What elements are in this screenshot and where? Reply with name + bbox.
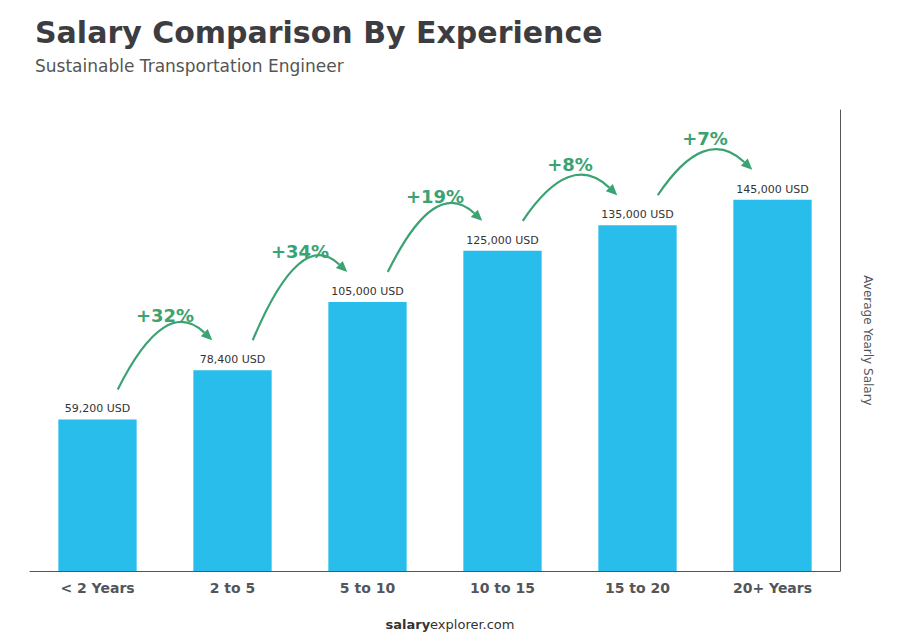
svg-text:Salary Comparison By Experienc: Salary Comparison By Experience [35, 15, 603, 50]
svg-text:145,000 USD: 145,000 USD [736, 183, 809, 196]
svg-text:+7%: +7% [682, 128, 728, 149]
svg-text:105,000 USD: 105,000 USD [331, 285, 404, 298]
svg-text:Sustainable Transportation Eng: Sustainable Transportation Engineer [35, 56, 344, 76]
svg-text:5 to 10: 5 to 10 [340, 580, 396, 596]
svg-text:+34%: +34% [271, 241, 329, 262]
svg-text:125,000 USD: 125,000 USD [466, 234, 539, 247]
svg-text:Average Yearly Salary: Average Yearly Salary [861, 275, 875, 405]
svg-text:78,400 USD: 78,400 USD [200, 353, 266, 366]
svg-text:+32%: +32% [136, 305, 194, 326]
svg-text:salary: salary [385, 617, 430, 632]
svg-text:explorer.com: explorer.com [430, 617, 514, 632]
svg-text:15 to 20: 15 to 20 [605, 580, 670, 596]
svg-text:10 to 15: 10 to 15 [470, 580, 535, 596]
svg-text:135,000 USD: 135,000 USD [601, 208, 674, 221]
svg-text:59,200 USD: 59,200 USD [65, 402, 131, 415]
svg-text:20+ Years: 20+ Years [733, 580, 812, 596]
svg-text:+8%: +8% [547, 154, 593, 175]
svg-text:< 2 Years: < 2 Years [60, 580, 134, 596]
svg-text:2 to 5: 2 to 5 [210, 580, 256, 596]
svg-text:+19%: +19% [406, 186, 464, 207]
